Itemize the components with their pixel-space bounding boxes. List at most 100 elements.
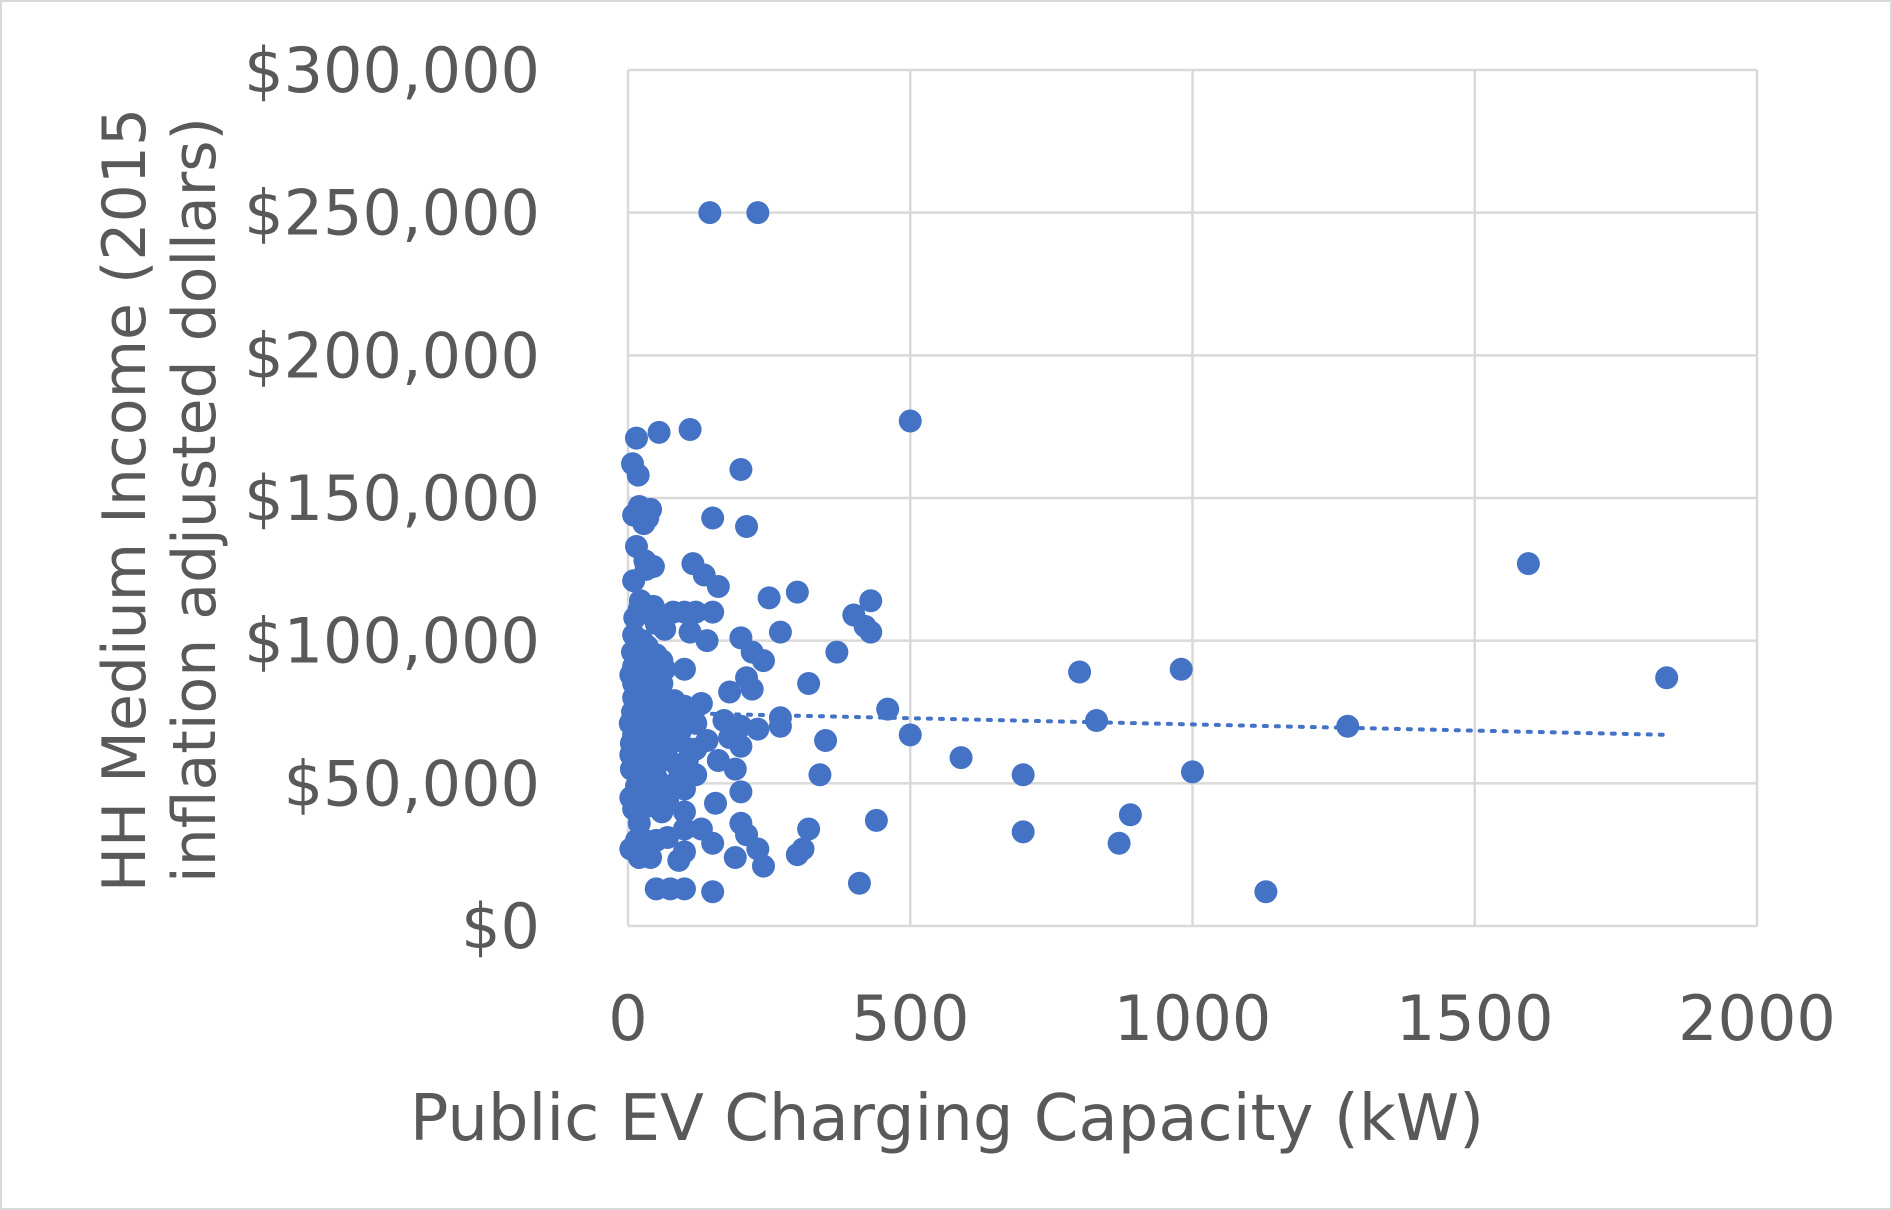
- x-tick-label: 500: [851, 982, 969, 1055]
- data-point: [667, 848, 691, 872]
- data-point: [746, 201, 770, 225]
- data-point: [678, 418, 702, 442]
- y-tick-label: $100,000: [244, 605, 540, 678]
- data-point: [701, 600, 725, 624]
- data-point: [684, 600, 708, 624]
- data-point: [622, 671, 646, 695]
- data-point: [1181, 760, 1204, 784]
- data-point: [1169, 657, 1193, 681]
- data-point: [785, 580, 809, 604]
- data-point: [630, 786, 654, 810]
- x-tick-label: 0: [608, 982, 647, 1055]
- data-point: [1011, 820, 1035, 844]
- data-point: [864, 808, 888, 832]
- data-point: [898, 409, 922, 433]
- trendline: [626, 710, 1669, 737]
- data-point: [847, 871, 871, 895]
- data-point: [797, 817, 821, 841]
- data-point: [624, 828, 648, 852]
- data-point: [1085, 709, 1109, 733]
- data-point: [814, 729, 838, 753]
- data-point: [729, 734, 753, 758]
- data-point: [1336, 714, 1360, 738]
- data-point: [757, 586, 781, 610]
- x-tick-label: 1000: [1114, 982, 1272, 1055]
- data-point: [898, 723, 922, 747]
- data-point: [735, 515, 759, 539]
- data-point: [859, 589, 883, 613]
- y-axis-label-line2: inflation adjusted dollars): [160, 117, 230, 883]
- data-point: [729, 780, 753, 804]
- data-point: [825, 640, 849, 664]
- data-point: [663, 771, 687, 795]
- x-tick-labels: 0 500 1000 1500 2000: [608, 982, 1836, 1055]
- y-tick-label: $150,000: [244, 462, 540, 535]
- data-point: [642, 691, 666, 715]
- data-point: [723, 846, 747, 870]
- x-axis-label: Public EV Charging Capacity (kW): [410, 1082, 1484, 1156]
- y-tick-label: $50,000: [284, 747, 540, 820]
- data-point: [1655, 666, 1679, 690]
- data-point: [670, 703, 694, 727]
- data-point: [1068, 660, 1092, 684]
- data-point: [678, 620, 702, 644]
- data-point: [640, 714, 664, 738]
- data-point: [672, 657, 696, 681]
- data-point: [689, 691, 713, 715]
- data-point: [672, 800, 696, 824]
- x-tick-label: 2000: [1678, 982, 1836, 1055]
- data-point: [624, 426, 648, 450]
- y-tick-label: $300,000: [244, 34, 540, 107]
- data-point: [703, 791, 727, 815]
- data-point: [751, 854, 775, 878]
- data-point: [1118, 803, 1142, 827]
- y-tick-label: $250,000: [244, 177, 540, 250]
- data-point: [729, 457, 753, 481]
- data-point: [619, 743, 643, 767]
- data-point: [706, 574, 730, 598]
- data-point: [718, 680, 742, 704]
- data-point: [701, 880, 725, 904]
- y-tick-label: $200,000: [244, 319, 540, 392]
- data-point: [723, 757, 747, 781]
- data-point: [672, 817, 696, 841]
- data-point: [661, 600, 685, 624]
- data-point: [1011, 763, 1035, 787]
- data-point: [859, 620, 883, 644]
- data-point: [740, 677, 764, 701]
- data-point: [632, 512, 656, 536]
- data-points: [618, 201, 1679, 904]
- data-point: [949, 746, 973, 770]
- data-point: [701, 506, 725, 530]
- grid-lines: [626, 68, 1759, 928]
- data-point: [701, 831, 725, 855]
- data-point: [678, 737, 702, 761]
- data-point: [808, 763, 832, 787]
- data-point: [695, 729, 719, 753]
- data-point: [797, 671, 821, 695]
- data-point: [636, 600, 660, 624]
- data-point: [751, 649, 775, 673]
- trendline-group: [626, 710, 1669, 737]
- y-tick-labels: $0 $50,000 $100,000 $150,000 $200,000 $250,00…: [244, 34, 540, 963]
- data-point: [634, 557, 658, 581]
- data-point: [672, 877, 696, 901]
- data-point: [695, 629, 719, 653]
- data-point: [876, 697, 900, 721]
- data-point: [706, 749, 730, 773]
- data-point: [698, 201, 722, 225]
- y-tick-label: $0: [461, 890, 540, 963]
- data-point: [785, 843, 809, 867]
- data-point: [621, 452, 645, 476]
- data-point: [621, 640, 645, 664]
- data-point: [657, 731, 681, 755]
- data-point: [768, 714, 792, 738]
- data-point: [1107, 831, 1131, 855]
- data-point: [653, 617, 677, 641]
- data-point: [1516, 552, 1540, 576]
- data-point: [746, 717, 770, 741]
- data-point: [644, 643, 668, 667]
- data-point: [768, 620, 792, 644]
